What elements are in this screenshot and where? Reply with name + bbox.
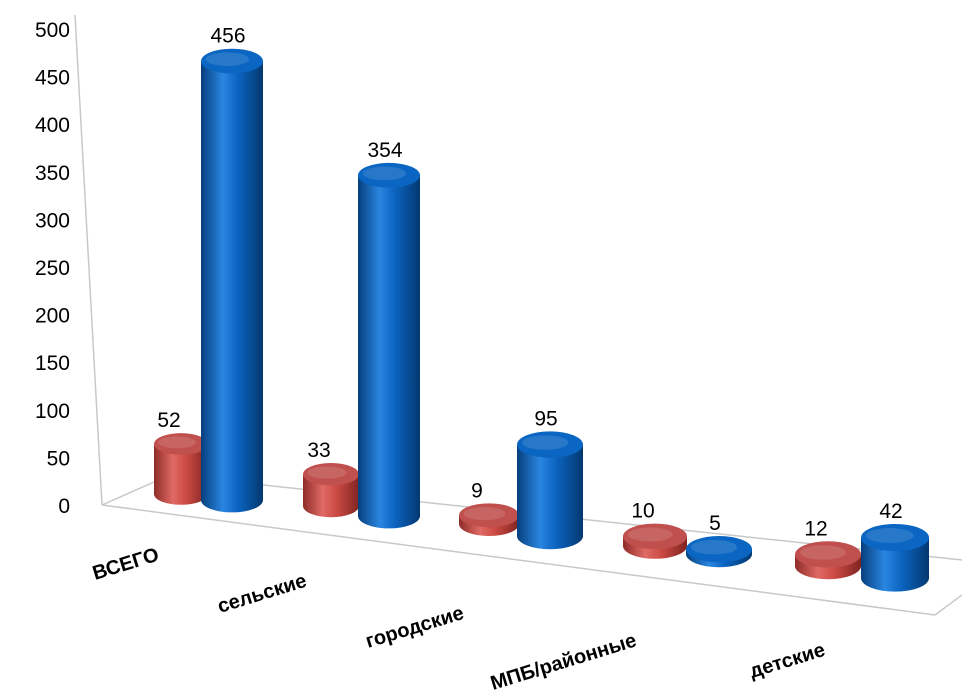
y-tick-label: 250 xyxy=(35,257,70,280)
bar xyxy=(201,48,263,513)
bar xyxy=(795,541,861,580)
data-label: 10 xyxy=(631,500,654,523)
bar-top xyxy=(795,541,861,568)
data-labels: 52 456 33 354 9 95 10 5 12 42 xyxy=(157,25,902,541)
bar-top-highlight xyxy=(866,528,914,544)
y-axis-ticks: 0 50 100 150 200 250 300 350 400 450 500 xyxy=(35,19,70,518)
category-label: МПБ/районные xyxy=(488,630,639,695)
data-label: 9 xyxy=(471,479,483,502)
bar xyxy=(358,162,420,529)
data-label: 95 xyxy=(534,407,557,430)
bar-top-highlight xyxy=(521,435,569,450)
y-tick-label: 450 xyxy=(35,67,70,90)
bar xyxy=(303,463,359,518)
bar xyxy=(154,433,208,505)
category-label: сельские xyxy=(215,570,309,618)
y-tick-label: 200 xyxy=(35,305,70,328)
y-tick-label: 100 xyxy=(35,400,70,423)
bar-top xyxy=(517,431,583,458)
bar-body xyxy=(201,61,263,513)
y-tick-label: 50 xyxy=(47,447,70,470)
data-label: 456 xyxy=(210,25,245,48)
y-tick-label: 0 xyxy=(58,495,70,518)
bar-body xyxy=(358,175,420,529)
bar-top-highlight xyxy=(627,527,673,542)
bar xyxy=(459,503,519,536)
data-label: 12 xyxy=(804,517,827,540)
bar-top-highlight xyxy=(205,52,250,67)
bar-body xyxy=(303,474,359,518)
bar-top-highlight xyxy=(690,539,738,555)
category-label: ВСЕГО xyxy=(90,544,162,585)
floor-front-edge xyxy=(101,504,936,616)
bar xyxy=(517,431,583,550)
data-label: 33 xyxy=(307,439,330,462)
bar-top xyxy=(623,523,687,550)
bar-top-highlight xyxy=(799,545,847,560)
y-tick-label: 350 xyxy=(35,162,70,185)
bar-body xyxy=(861,537,929,592)
category-label: городские xyxy=(363,602,466,653)
bars xyxy=(154,48,929,592)
floor-right-edge xyxy=(934,594,962,616)
bar-top xyxy=(303,463,359,486)
bar-body xyxy=(154,443,208,505)
bar-top-highlight xyxy=(362,166,407,181)
y-tick-label: 300 xyxy=(35,209,70,232)
data-label: 42 xyxy=(879,500,902,523)
bar-top-highlight xyxy=(307,466,347,479)
data-label: 5 xyxy=(709,512,721,535)
bar-top xyxy=(358,162,420,188)
data-label: 52 xyxy=(157,409,180,432)
y-tick-label: 500 xyxy=(35,19,70,42)
data-label: 354 xyxy=(367,139,402,162)
bar xyxy=(861,523,929,592)
back-wall-left-edge xyxy=(74,14,103,506)
category-label: детские xyxy=(747,639,828,683)
y-tick-label: 400 xyxy=(35,114,70,137)
bar xyxy=(623,523,687,559)
bar-top-highlight xyxy=(463,506,506,521)
bar-top xyxy=(201,48,263,74)
bar-top xyxy=(861,523,929,552)
y-tick-label: 150 xyxy=(35,352,70,375)
bar-top xyxy=(686,535,752,563)
bar xyxy=(686,535,752,568)
bar-top xyxy=(154,433,208,455)
bar-top-highlight xyxy=(158,436,196,449)
bar-top xyxy=(459,503,519,528)
bar-body xyxy=(517,444,583,550)
